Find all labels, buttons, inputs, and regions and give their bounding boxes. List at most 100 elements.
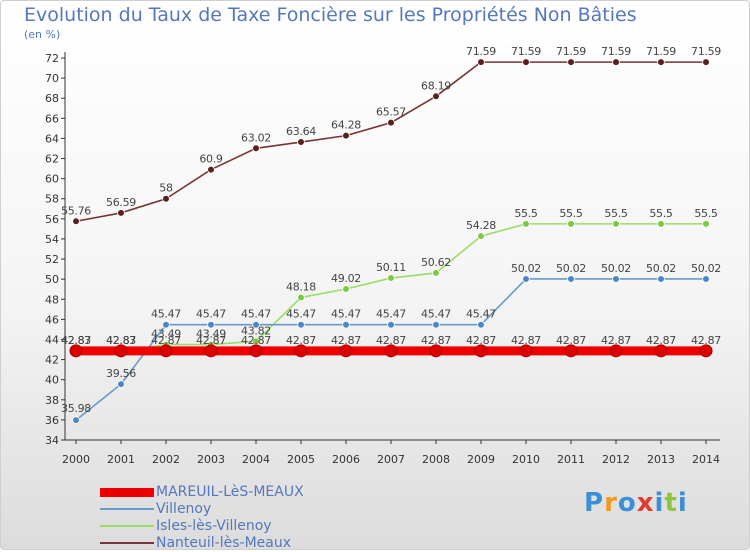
data-label-isles: 55.5 [559, 207, 583, 220]
data-label-mareuil: 42.87 [196, 334, 226, 347]
data-point-mareuil [114, 344, 128, 358]
y-tick-label: 58 [45, 193, 59, 206]
y-tick-label: 68 [45, 92, 59, 105]
data-point-nanteuil [657, 58, 665, 66]
data-label-mareuil: 42.87 [511, 334, 541, 347]
y-tick-label: 60 [45, 173, 59, 186]
legend-label-mareuil: MAREUIL-LèS-MEAUX [156, 484, 304, 500]
logo-letter: r [604, 488, 618, 518]
data-point-isles [432, 269, 440, 277]
data-label-mareuil: 42.87 [601, 334, 631, 347]
y-tick-label: 46 [45, 313, 59, 326]
x-tick-label: 2007 [377, 453, 405, 466]
data-label-villenoy: 50.02 [511, 262, 541, 275]
data-point-villenoy [162, 320, 170, 329]
data-point-nanteuil [702, 58, 710, 66]
data-label-villenoy: 45.47 [421, 308, 451, 321]
data-point-villenoy [477, 320, 485, 329]
data-label-mareuil: 42.87 [331, 334, 361, 347]
data-label-nanteuil: 71.59 [511, 45, 541, 58]
data-point-nanteuil [297, 138, 305, 146]
data-label-mareuil: 42.87 [646, 334, 676, 347]
data-point-villenoy [117, 380, 125, 388]
data-label-nanteuil: 64.28 [331, 119, 361, 132]
proxiti-logo[interactable]: Proxiti [584, 488, 688, 518]
data-label-nanteuil: 58 [159, 182, 173, 195]
y-tick-label: 38 [45, 394, 59, 407]
data-point-nanteuil [117, 209, 125, 217]
y-tick-label: 50 [45, 273, 59, 286]
data-point-nanteuil [207, 165, 215, 174]
y-unit-label: (en %) [24, 28, 61, 41]
data-label-villenoy: 50.02 [556, 262, 586, 275]
data-label-mareuil: 42.87 [691, 334, 721, 347]
data-point-villenoy [207, 320, 215, 329]
data-point-villenoy [342, 320, 350, 329]
data-label-isles: 55.5 [694, 207, 718, 220]
data-point-villenoy [612, 275, 620, 283]
data-label-nanteuil: 71.59 [556, 45, 586, 58]
data-point-villenoy [702, 275, 710, 283]
data-label-mareuil: 42.87 [421, 334, 451, 347]
data-point-villenoy [657, 275, 665, 283]
x-tick-label: 2014 [692, 453, 720, 466]
x-tick-label: 2005 [287, 453, 315, 466]
y-tick-label: 48 [45, 293, 59, 306]
data-label-isles: 43.49 [196, 328, 226, 341]
data-label-villenoy: 45.47 [331, 308, 361, 321]
data-label-mareuil: 42.87 [241, 334, 271, 347]
data-label-villenoy: 50.02 [601, 262, 631, 275]
data-label-isles: 49.02 [331, 272, 361, 285]
data-label-nanteuil: 56.59 [106, 196, 136, 209]
data-label-nanteuil: 71.59 [466, 45, 496, 58]
legend-swatch-isles [100, 525, 154, 527]
data-label-nanteuil: 68.19 [421, 79, 451, 92]
x-tick-label: 2009 [467, 453, 495, 466]
x-tick-label: 2002 [152, 453, 180, 466]
data-point-nanteuil [72, 217, 80, 226]
data-label-mareuil: 42.87 [286, 334, 316, 347]
data-label-isles: 55.5 [604, 207, 628, 220]
logo-letter: o [617, 488, 637, 518]
data-label-villenoy: 45.47 [376, 308, 406, 321]
data-label-isles: 48.18 [286, 280, 316, 293]
y-tick-label: 42 [45, 354, 59, 367]
logo-letter: i [677, 488, 688, 518]
x-tick-label: 2003 [197, 453, 225, 466]
legend-label-villenoy: Villenoy [156, 501, 212, 517]
data-label-nanteuil: 63.02 [241, 131, 271, 144]
y-tick-label: 70 [45, 72, 59, 85]
data-point-isles [702, 220, 710, 228]
data-point-mareuil [429, 344, 443, 358]
data-point-villenoy [432, 320, 440, 329]
data-point-isles [522, 220, 530, 228]
x-tick-label: 2012 [602, 453, 630, 466]
data-point-isles [477, 232, 485, 240]
data-label-villenoy: 39.56 [106, 367, 136, 380]
data-label-mareuil: 42.87 [376, 334, 406, 347]
data-point-mareuil [564, 344, 578, 358]
data-point-villenoy [297, 320, 305, 329]
data-point-isles [657, 220, 665, 228]
data-point-nanteuil [162, 194, 170, 203]
data-label-villenoy: 45.47 [241, 308, 271, 321]
legend-swatch-mareuil [100, 488, 154, 497]
data-label-isles: 55.5 [649, 207, 673, 220]
x-tick-label: 2008 [422, 453, 450, 466]
y-tick-label: 44 [45, 333, 59, 346]
data-label-nanteuil: 63.64 [286, 125, 316, 138]
data-label-villenoy: 45.47 [151, 308, 181, 321]
y-tick-label: 66 [45, 112, 59, 125]
data-label-isles: 54.28 [466, 219, 496, 232]
data-point-mareuil [204, 344, 218, 358]
x-tick-label: 2013 [647, 453, 675, 466]
x-tick-label: 2006 [332, 453, 360, 466]
data-label-villenoy: 35.98 [61, 402, 91, 415]
x-tick-label: 2011 [557, 453, 585, 466]
data-label-isles: 43.49 [151, 328, 181, 341]
x-tick-label: 2000 [62, 453, 90, 466]
logo-letter: i [654, 488, 665, 518]
data-label-mareuil: 42.87 [466, 334, 496, 347]
